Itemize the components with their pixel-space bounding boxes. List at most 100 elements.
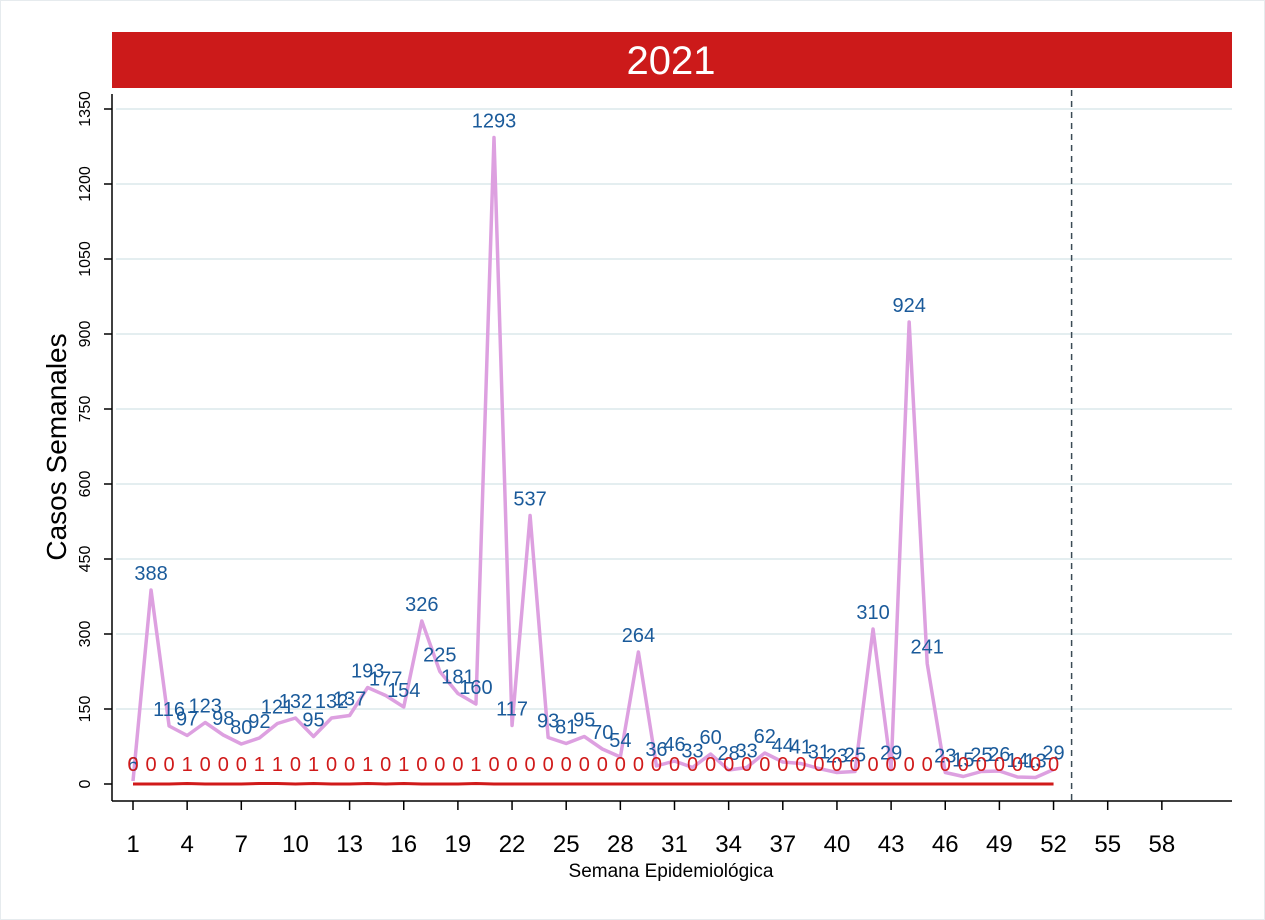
- data-label: 1: [362, 754, 373, 776]
- data-label: 0: [976, 754, 987, 776]
- x-tick-label: 37: [769, 831, 796, 858]
- data-label: 60: [699, 727, 721, 749]
- data-label: 0: [759, 754, 770, 776]
- data-label: 0: [290, 754, 301, 776]
- data-label: 310: [856, 602, 889, 624]
- data-label: 123: [189, 696, 222, 718]
- data-label: 1: [254, 754, 265, 776]
- y-tick-label: 600: [77, 471, 94, 498]
- data-label: 1293: [472, 111, 517, 133]
- data-label: 121: [261, 697, 294, 719]
- data-label: 177: [369, 669, 402, 691]
- x-tick-label: 46: [932, 831, 959, 858]
- data-labels: 6388116971239880921211329513213719317715…: [127, 111, 1064, 777]
- data-label: 95: [573, 710, 595, 732]
- x-axis-label: Semana Epidemiológica: [569, 861, 774, 882]
- data-label: 0: [488, 754, 499, 776]
- data-label: 1: [470, 754, 481, 776]
- data-label: 0: [579, 754, 590, 776]
- data-label: 160: [459, 677, 492, 699]
- data-label: 0: [452, 754, 463, 776]
- x-tick-label: 55: [1094, 831, 1121, 858]
- y-tick-label: 300: [77, 621, 94, 648]
- data-label: 0: [813, 754, 824, 776]
- data-label: 0: [940, 754, 951, 776]
- data-label: 0: [831, 754, 842, 776]
- data-label: 0: [127, 754, 138, 776]
- chart-title: 2021: [627, 39, 716, 83]
- data-label: 97: [176, 709, 198, 731]
- x-tick-label: 4: [180, 831, 193, 858]
- data-label: 70: [591, 722, 613, 744]
- x-tick-label: 34: [715, 831, 742, 858]
- data-label: 0: [705, 754, 716, 776]
- axes: [111, 94, 1232, 802]
- x-tick-label: 13: [336, 831, 363, 858]
- data-label: 0: [236, 754, 247, 776]
- y-tick-label: 1200: [77, 166, 94, 202]
- gridlines: [116, 108, 1232, 710]
- data-label: 326: [405, 594, 438, 616]
- data-label: 0: [597, 754, 608, 776]
- data-label: 62: [754, 726, 776, 748]
- y-tick-label: 900: [77, 321, 94, 348]
- x-tick-label: 43: [878, 831, 905, 858]
- y-ticks: 0 150 300 450 600 750 900 1050 1200 1350: [77, 91, 112, 788]
- data-label: 1: [182, 754, 193, 776]
- data-label: 388: [134, 563, 167, 585]
- data-label: 0: [416, 754, 427, 776]
- data-label: 1: [308, 754, 319, 776]
- y-axis-label: Casos Semanales: [41, 333, 72, 560]
- data-label: 23: [934, 746, 956, 768]
- data-label: 0: [326, 754, 337, 776]
- data-label: 0: [543, 754, 554, 776]
- data-label: 29: [880, 743, 902, 765]
- data-label: 14: [1006, 750, 1028, 772]
- data-label: 29: [1042, 743, 1064, 765]
- data-label: 0: [434, 754, 445, 776]
- y-tick-label: 450: [77, 546, 94, 573]
- data-label: 0: [1048, 754, 1059, 776]
- data-label: 92: [248, 711, 270, 733]
- data-label: 6: [127, 754, 138, 776]
- series-line: [131, 135, 1055, 782]
- x-tick-label: 52: [1040, 831, 1067, 858]
- x-tick-label: 31: [661, 831, 688, 858]
- data-label: 241: [911, 637, 944, 659]
- data-label: 0: [867, 754, 878, 776]
- data-label: 0: [615, 754, 626, 776]
- data-label: 0: [904, 754, 915, 776]
- x-tick-label: 10: [282, 831, 309, 858]
- data-label: 154: [387, 680, 420, 702]
- data-label: 31: [808, 742, 830, 764]
- data-label: 0: [344, 754, 355, 776]
- data-label: 116: [153, 699, 185, 721]
- data-label: 0: [958, 754, 969, 776]
- data-label: 0: [849, 754, 860, 776]
- data-label: 924: [892, 295, 925, 317]
- series-line: [133, 782, 1054, 786]
- data-label: 0: [1012, 754, 1023, 776]
- data-label: 41: [790, 737, 812, 759]
- x-tick-label: 22: [499, 831, 526, 858]
- y-tick-label: 150: [77, 696, 94, 723]
- data-label: 0: [633, 754, 644, 776]
- data-label: 1: [398, 754, 409, 776]
- data-label: 193: [351, 661, 384, 683]
- series-group: [131, 135, 1055, 786]
- data-label: 0: [525, 754, 536, 776]
- x-tick-label: 19: [445, 831, 472, 858]
- data-label: 181: [441, 667, 474, 689]
- data-label: 95: [302, 710, 324, 732]
- data-label: 0: [1030, 754, 1041, 776]
- data-label: 117: [496, 699, 528, 721]
- x-tick-label: 49: [986, 831, 1013, 858]
- data-label: 132: [279, 691, 312, 713]
- data-label: 0: [506, 754, 517, 776]
- data-label: 23: [826, 746, 848, 768]
- y-tick-label: 0: [77, 779, 94, 788]
- data-label: 0: [723, 754, 734, 776]
- data-label: 15: [952, 750, 974, 772]
- data-label: 25: [970, 745, 992, 767]
